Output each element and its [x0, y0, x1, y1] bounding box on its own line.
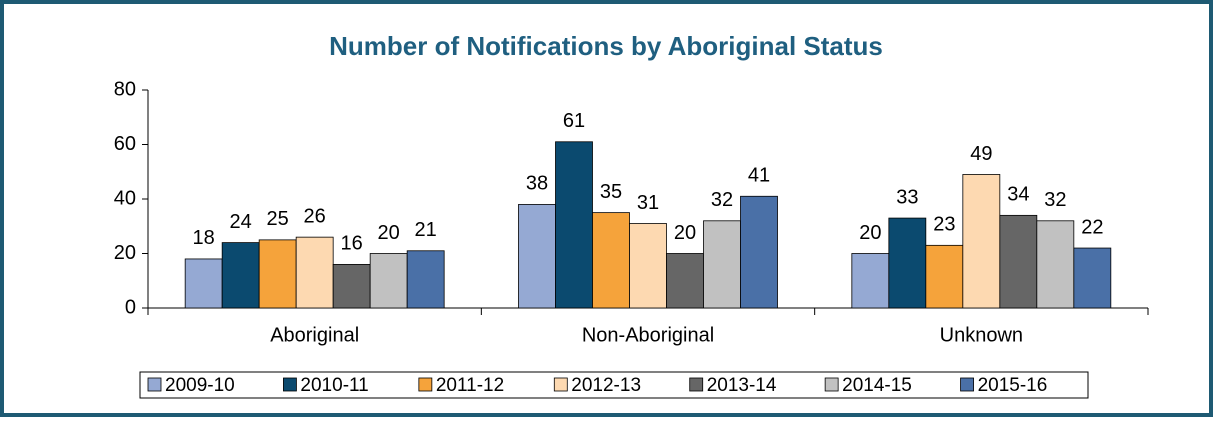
y-tick-label: 60 — [114, 133, 136, 155]
data-label: 23 — [933, 214, 955, 236]
data-label: 49 — [970, 143, 992, 165]
legend-swatch — [960, 377, 974, 392]
legend-label: 2009-10 — [165, 375, 235, 396]
y-tick-label: 20 — [114, 242, 136, 264]
y-tick-label: 80 — [114, 78, 136, 100]
data-label: 20 — [674, 222, 696, 244]
data-label: 61 — [563, 110, 585, 132]
data-label: 41 — [748, 165, 770, 187]
legend-swatch — [824, 377, 839, 392]
legend-label: 2013-14 — [707, 375, 777, 396]
bar — [666, 253, 704, 309]
bar — [888, 217, 927, 309]
bar — [999, 214, 1038, 309]
bar — [295, 236, 334, 309]
y-tick-label: 40 — [114, 187, 136, 209]
data-label: 20 — [378, 222, 400, 244]
y-tick-label: 0 — [125, 296, 136, 318]
bar — [332, 263, 371, 309]
data-label: 18 — [193, 227, 215, 249]
bar — [258, 239, 297, 309]
data-label: 22 — [1081, 216, 1103, 238]
bar — [1073, 247, 1112, 309]
data-label: 26 — [304, 205, 326, 227]
bar — [592, 212, 630, 309]
bar — [851, 253, 890, 309]
legend-swatch — [147, 377, 162, 392]
bar — [925, 244, 964, 309]
legend-swatch — [418, 377, 433, 392]
legend-label: 2010-11 — [300, 375, 368, 396]
bar — [703, 220, 741, 309]
x-tick-label: Non-Aboriginal — [582, 324, 714, 346]
legend-box — [139, 371, 1089, 399]
data-label: 33 — [896, 186, 918, 208]
legend-label: 2014-15 — [842, 375, 912, 396]
x-tick-label: Aboriginal — [270, 324, 359, 346]
data-label: 35 — [600, 181, 622, 203]
legend-swatch — [553, 377, 568, 392]
chart-title: Number of Notifications by Aboriginal St… — [329, 31, 883, 61]
bar — [518, 204, 556, 309]
data-label: 16 — [341, 233, 363, 255]
bar — [221, 242, 260, 309]
data-label: 34 — [1007, 184, 1029, 206]
legend-label: 2015-16 — [978, 375, 1048, 396]
x-tick-label: Unknown — [940, 324, 1023, 346]
data-label: 20 — [859, 222, 881, 244]
legend-swatch — [689, 377, 704, 392]
bar — [740, 195, 778, 309]
bar — [406, 250, 445, 309]
legend-label: 2011-12 — [436, 375, 504, 396]
bar — [184, 258, 223, 309]
data-label: 25 — [267, 208, 289, 230]
bar — [962, 174, 1001, 309]
bar — [555, 141, 593, 309]
data-label: 31 — [637, 192, 659, 214]
legend-label: 2012-13 — [571, 375, 641, 396]
data-label: 32 — [1044, 189, 1066, 211]
data-label: 38 — [526, 173, 548, 195]
bar — [1036, 220, 1075, 309]
bar — [369, 253, 408, 309]
bar — [629, 223, 667, 309]
data-label: 32 — [711, 189, 733, 211]
legend-swatch — [283, 377, 297, 392]
data-label: 21 — [415, 219, 437, 241]
data-label: 24 — [230, 211, 252, 233]
